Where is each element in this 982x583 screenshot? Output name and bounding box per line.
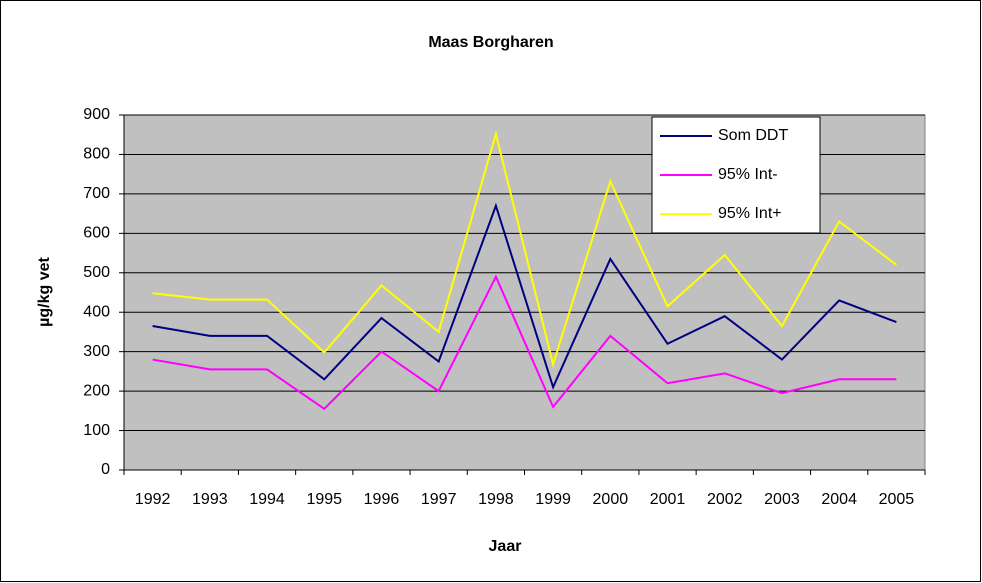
x-tick-label: 2002 [707, 491, 743, 508]
x-tick-label: 2005 [879, 491, 915, 508]
y-tick-label: 800 [83, 146, 110, 163]
y-tick-label: 500 [83, 264, 110, 281]
x-tick-label: 1998 [478, 491, 514, 508]
y-tick-label: 100 [83, 422, 110, 439]
y-axis-label: µg/kg vet [36, 256, 53, 326]
series-line [152, 202, 897, 390]
legend-label: 95% Int+ [718, 205, 782, 222]
x-tick-label: 2004 [821, 491, 857, 508]
y-tick-label: 700 [83, 185, 110, 202]
x-tick-label: 2000 [593, 491, 629, 508]
y-tick-label: 300 [83, 343, 110, 360]
y-tick-label: 200 [83, 382, 110, 399]
x-tick-label: 1997 [421, 491, 457, 508]
chart-title: Maas Borgharen [428, 34, 553, 51]
x-tick-label: 2003 [764, 491, 800, 508]
y-tick-label: 0 [101, 461, 110, 478]
x-tick-label: 1992 [135, 491, 171, 508]
x-axis-label: Jaar [489, 538, 522, 555]
legend-label: 95% Int- [718, 166, 778, 183]
legend-label: Som DDT [718, 127, 788, 144]
y-tick-label: 600 [83, 225, 110, 242]
y-tick-label: 400 [83, 303, 110, 320]
x-tick-label: 1993 [192, 491, 228, 508]
x-tick-label: 1995 [306, 491, 342, 508]
x-tick-label: 1996 [364, 491, 400, 508]
series-line [152, 274, 897, 411]
y-tick-label: 900 [83, 106, 110, 123]
x-tick-label: 1999 [535, 491, 571, 508]
x-tick-label: 2001 [650, 491, 686, 508]
series-line [152, 130, 897, 368]
x-tick-label: 1994 [249, 491, 285, 508]
